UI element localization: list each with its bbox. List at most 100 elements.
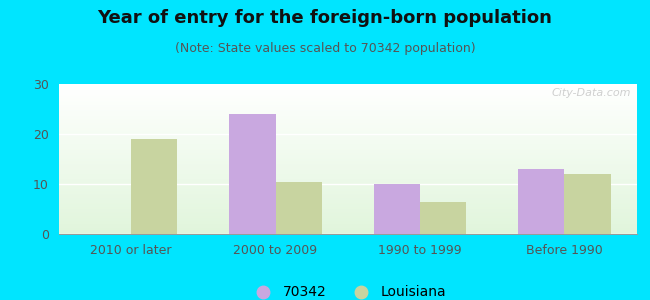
Bar [58,134,637,135]
Bar [58,168,637,170]
Bar [58,116,637,117]
Bar [58,85,637,87]
Bar [58,118,637,120]
Bar [58,147,637,148]
Bar [58,167,637,168]
Bar [58,194,637,195]
Bar [58,164,637,165]
Bar [58,117,637,118]
Bar [58,174,637,176]
Bar [58,124,637,126]
Bar [58,184,637,186]
Bar [58,158,637,159]
Bar [58,177,637,178]
Bar [58,98,637,99]
Bar [58,84,637,86]
Bar [58,169,637,171]
Bar [58,231,637,232]
Bar [58,216,637,218]
Bar [58,208,637,210]
Bar [58,129,637,130]
Bar [58,87,637,88]
Bar [58,198,637,200]
Bar [58,146,637,147]
Bar [58,111,637,112]
Bar [58,99,637,100]
Bar [58,213,637,214]
Bar [58,165,637,166]
Bar [58,189,637,190]
Bar [58,171,637,172]
Bar [58,218,637,219]
Bar [58,228,637,230]
Bar [58,156,637,158]
Text: City-Data.com: City-Data.com [552,88,631,98]
Bar [58,190,637,192]
Bar [58,102,637,104]
Bar [58,126,637,128]
Bar [58,138,637,140]
Bar [58,219,637,220]
Text: (Note: State values scaled to 70342 population): (Note: State values scaled to 70342 popu… [175,42,475,55]
Legend: 70342, Louisiana: 70342, Louisiana [244,280,452,300]
Bar [58,176,637,177]
Bar [58,214,637,216]
Bar [58,162,637,164]
Bar [58,180,637,182]
Bar [58,225,637,226]
Bar [58,188,637,189]
Bar [58,186,637,188]
Bar [58,207,637,208]
Bar [58,128,637,129]
Bar [58,150,637,152]
Bar [58,114,637,116]
Bar [58,100,637,102]
Bar [374,184,420,234]
Bar [58,183,637,184]
Bar [58,136,637,138]
Bar [58,196,637,198]
Bar [58,202,637,204]
Bar [58,206,637,207]
Bar [58,141,637,142]
Bar [58,152,637,153]
Bar [58,226,637,228]
Bar [58,142,637,144]
Bar [58,195,637,196]
Bar [131,139,177,234]
Bar [58,144,637,146]
Bar [58,232,637,234]
Bar [58,108,637,110]
Bar [58,123,637,124]
Bar [58,106,637,108]
Bar [58,135,637,136]
Bar [58,172,637,174]
Bar [58,140,637,141]
Bar [564,174,611,234]
Bar [58,182,637,183]
Bar [58,120,637,122]
Bar [58,148,637,150]
Bar [58,222,637,224]
Bar [58,94,637,96]
Bar [58,200,637,201]
Bar [518,169,564,234]
Bar [58,224,637,225]
Bar [276,182,322,234]
Bar [420,202,466,234]
Bar [58,178,637,180]
Bar [58,230,637,231]
Bar [58,90,637,92]
Bar [58,154,637,156]
Bar [58,212,637,213]
Bar [58,105,637,106]
Bar [58,159,637,160]
Bar [58,88,637,90]
Bar [58,132,637,134]
Bar [58,122,637,123]
Bar [58,96,637,98]
Bar [58,103,637,105]
Bar [58,92,637,93]
Bar [58,153,637,154]
Bar [58,160,637,162]
